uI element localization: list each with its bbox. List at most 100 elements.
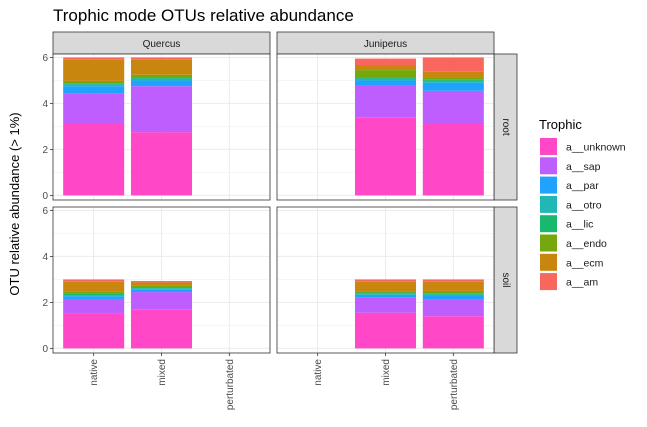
bar-segment-aendo-perturbated [422, 77, 484, 80]
legend-key-aendo [540, 234, 557, 252]
bar-segment-alic-mixed [130, 287, 193, 289]
bar-segment-aunknown-perturbated [422, 122, 484, 196]
legend: Trophic a__unknown a__sap a__par a__otro a__… [539, 117, 626, 291]
facet-panels: Quercus Juniperus root soil 0 2 4 6 0 2 4 6 native mi… [42, 31, 518, 410]
bar-segment-alic-mixed [130, 77, 193, 79]
legend-label-aendo: a__endo [566, 238, 607, 250]
bar-segment-apar-mixed [130, 80, 193, 87]
panel-juniperus-root [276, 53, 495, 201]
bar-segment-apar-perturbated [422, 82, 484, 91]
strip-label-quercus: Quercus [143, 39, 181, 50]
bar-segment-apar-native [63, 86, 125, 94]
bar-segment-alic-mixed [354, 292, 417, 294]
y-tick-label: 0 [42, 344, 48, 355]
bar-segment-aam-perturbated [422, 279, 484, 282]
bar-segment-aunknown-mixed [354, 312, 417, 349]
legend-key-aecm [540, 253, 557, 271]
bar-segment-asap-mixed [130, 292, 193, 310]
legend-label-apar: a__par [566, 180, 599, 192]
bar-segment-aam-mixed [130, 57, 193, 60]
bar-segment-aotro-mixed [130, 288, 193, 290]
panel-border [52, 53, 271, 201]
bar-segment-aecm-mixed [354, 281, 417, 292]
bar-segment-asap-perturbated [422, 299, 484, 317]
y-tick-label: 6 [42, 206, 48, 217]
bar-segment-alic-native [63, 83, 125, 85]
bar-segment-aecm-perturbated [422, 71, 484, 78]
bar-segment-aendo-native [63, 80, 125, 84]
bar-segment-aendo-native [63, 291, 125, 294]
bar-segment-aendo-mixed [354, 291, 417, 293]
bar-segment-aotro-perturbated [422, 294, 484, 296]
bar-segment-aecm-native [63, 281, 125, 292]
legend-key-aotro [540, 195, 557, 213]
bar-segment-aunknown-mixed [354, 117, 417, 196]
legend-label-alic: a__lic [566, 219, 593, 231]
bar-segment-alic-mixed [354, 77, 417, 79]
bar-segment-asap-mixed [130, 86, 193, 133]
bar-segment-apar-mixed [130, 289, 193, 293]
bar-segment-aecm-mixed [354, 65, 417, 71]
y-tick-label: 2 [42, 298, 48, 309]
y-tick-label: 6 [42, 53, 48, 64]
bar-segment-aam-mixed [354, 279, 417, 282]
legend-label-aam: a__am [566, 277, 598, 289]
bar-segment-apar-native [63, 296, 125, 299]
y-tick-label: 4 [42, 99, 48, 110]
bar-segment-aam-mixed [130, 281, 193, 283]
bar-segment-apar-mixed [354, 294, 417, 298]
legend-key-aunknown [540, 138, 557, 155]
bar-segment-asap-native [63, 93, 125, 123]
legend-key-apar [540, 176, 557, 194]
panel-juniperus-soil: native mixed perturbated [276, 206, 495, 410]
bar-segment-asap-mixed [354, 85, 417, 118]
bar-segment-aendo-mixed [130, 74, 193, 78]
bar-segment-aecm-perturbated [422, 281, 484, 291]
legend-key-asap [540, 157, 557, 175]
panel-border [276, 53, 495, 201]
x-tick-label-native: native [89, 359, 100, 386]
bar-segment-asap-perturbated [422, 90, 484, 123]
bar-segment-aotro-perturbated [422, 80, 484, 83]
bar-segment-alic-perturbated [422, 79, 484, 81]
bar-segment-aecm-mixed [130, 282, 193, 286]
bar-segment-aecm-native [63, 59, 125, 81]
y-tick-label: 0 [42, 191, 48, 202]
x-tick-label-mixed: mixed [157, 359, 168, 386]
bar-segment-aunknown-mixed [130, 132, 193, 196]
strip-label-juniperus: Juniperus [364, 39, 407, 50]
bar-segment-asap-mixed [354, 297, 417, 313]
bar-segment-aendo-perturbated [422, 290, 484, 294]
y-axis-title: OTU relative abundance (> 1%) [7, 112, 22, 295]
bar-segment-aotro-mixed [354, 78, 417, 81]
bar-segment-alic-native [63, 293, 125, 296]
legend-key-alic [540, 215, 557, 233]
chart-title: Trophic mode OTUs relative abundance [53, 6, 354, 25]
legend-label-aecm: a__ecm [566, 257, 604, 269]
bar-segment-aendo-mixed [130, 285, 193, 288]
legend-key-aam [540, 273, 557, 291]
bar-segment-alic-perturbated [422, 293, 484, 295]
strip-label-root: root [500, 118, 511, 135]
y-tick-label: 2 [42, 145, 48, 156]
bar-segment-aunknown-native [63, 313, 125, 349]
bar-segment-aunknown-perturbated [422, 316, 484, 349]
y-tick-label: 4 [42, 252, 48, 263]
x-tick-label-perturbated: perturbated [449, 359, 460, 410]
bar-segment-aendo-mixed [354, 70, 417, 78]
bar-segment-asap-native [63, 298, 125, 314]
legend-label-aotro: a__otro [566, 199, 602, 211]
bar-segment-aam-mixed [354, 58, 417, 66]
legend-title: Trophic [539, 117, 582, 132]
bar-segment-aotro-mixed [130, 78, 193, 81]
bar-segment-aunknown-mixed [130, 309, 193, 349]
legend-label-asap: a__sap [566, 161, 601, 173]
bar-segment-apar-perturbated [422, 295, 484, 300]
x-tick-label-native: native [313, 359, 324, 386]
bar-segment-aam-perturbated [422, 57, 484, 72]
strip-label-soil: soil [500, 272, 511, 287]
bar-segment-apar-mixed [354, 80, 417, 86]
bar-segment-aotro-native [63, 84, 125, 87]
bar-segment-aam-native [63, 57, 125, 60]
